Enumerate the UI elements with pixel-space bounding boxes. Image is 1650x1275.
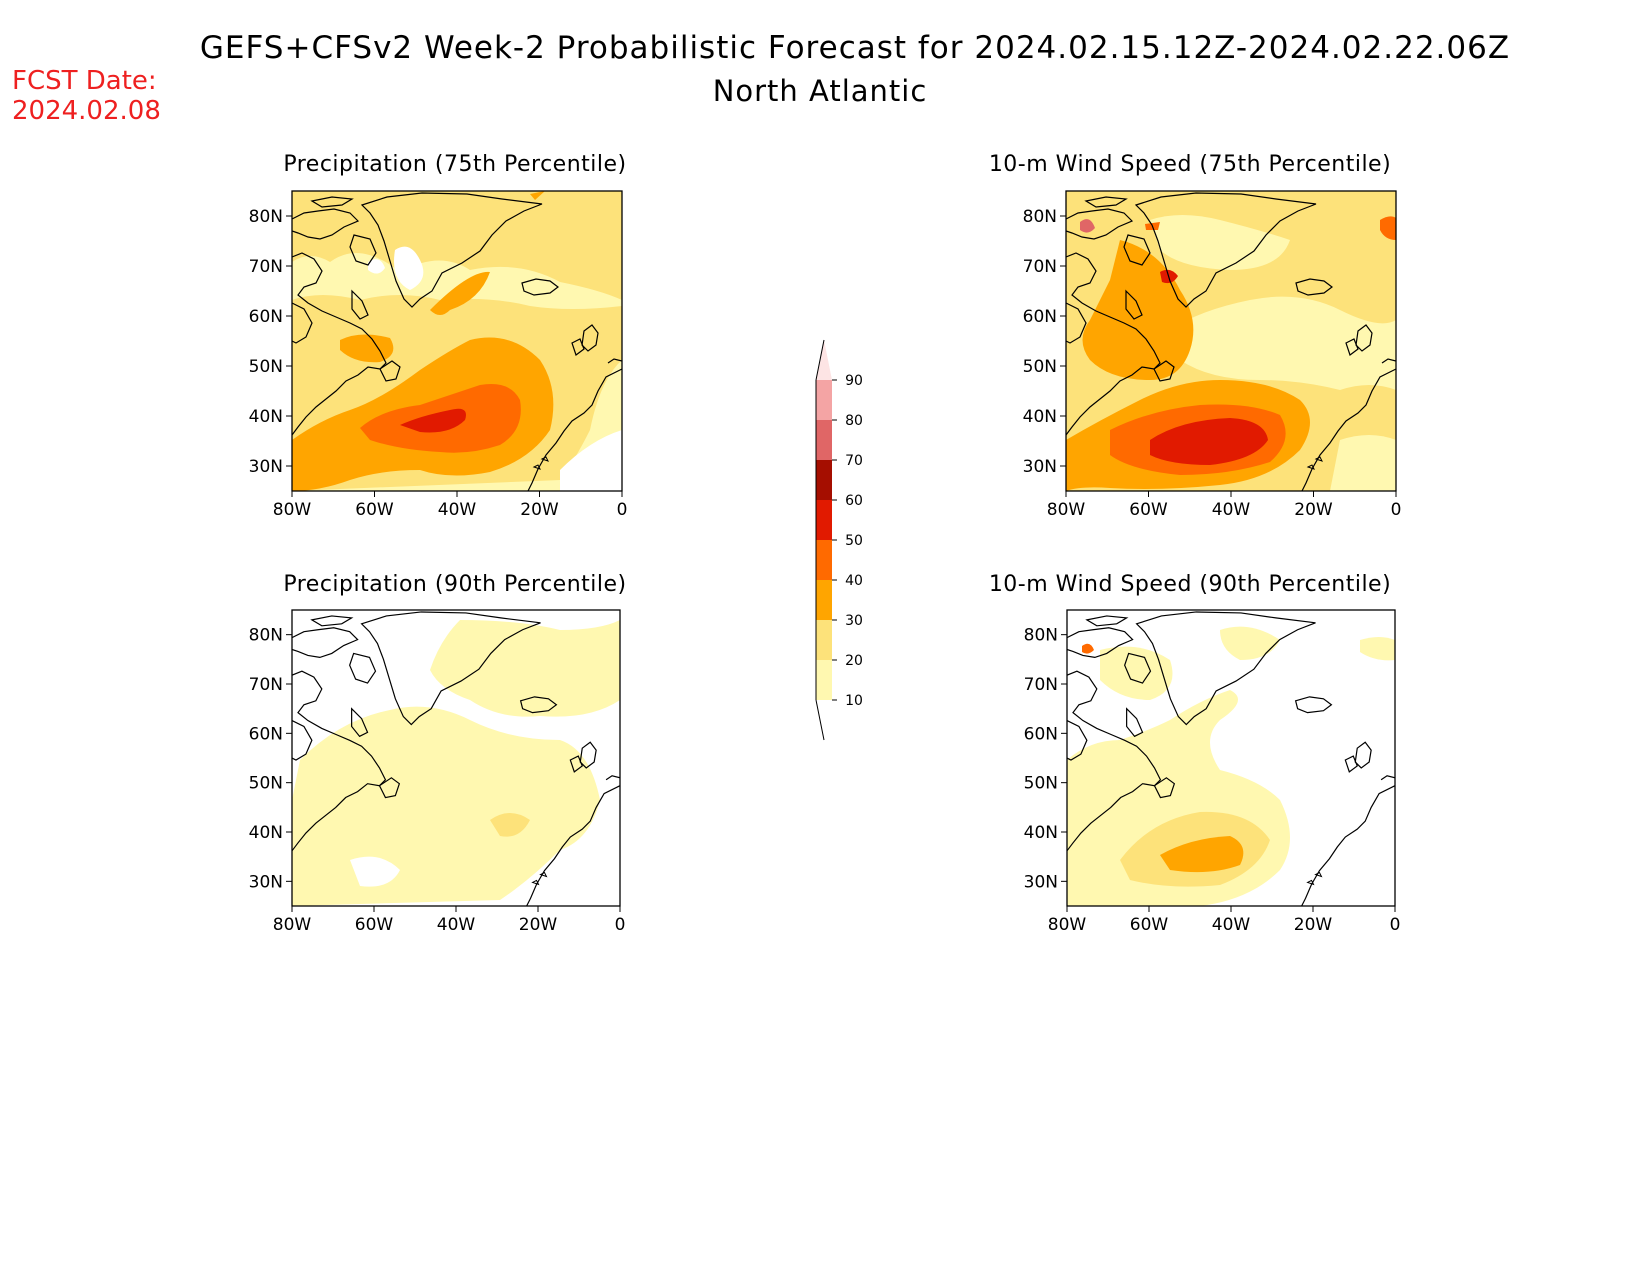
lat-label: 40N	[1023, 407, 1057, 427]
colorbar-swatch	[816, 580, 832, 620]
lon-label: 20W	[1294, 500, 1333, 520]
map-wind-75	[1065, 190, 1397, 492]
colorbar-outline	[815, 339, 825, 741]
lat-label: 70N	[1024, 675, 1058, 695]
lon-label: 60W	[355, 915, 394, 935]
colorbar-label: 60	[845, 493, 863, 509]
lon-label: 60W	[355, 500, 394, 520]
lon-label: 60W	[1130, 915, 1169, 935]
lat-label: 40N	[249, 407, 283, 427]
lat-label: 80N	[1024, 626, 1058, 646]
lat-label: 70N	[249, 257, 283, 277]
lat-label: 50N	[1024, 774, 1058, 794]
lat-label: 40N	[249, 823, 283, 843]
lat-label: 30N	[249, 872, 283, 892]
lat-label: 80N	[1023, 207, 1057, 227]
lat-label: 60N	[249, 307, 283, 327]
lat-label: 30N	[1023, 457, 1057, 477]
lat-label: 60N	[249, 724, 283, 744]
panel-title-precip-90: Precipitation (90th Percentile)	[283, 572, 627, 597]
panel-title-wind-75: 10-m Wind Speed (75th Percentile)	[988, 152, 1392, 177]
lon-label: 40W	[1212, 915, 1251, 935]
lon-label: 80W	[273, 500, 312, 520]
lat-label: 60N	[1024, 724, 1058, 744]
figure-title: GEFS+CFSv2 Week-2 Probabilistic Forecast…	[199, 30, 1511, 66]
lon-label: 20W	[519, 915, 558, 935]
colorbar-label: 80	[845, 413, 863, 429]
colorbar-label: 70	[845, 453, 863, 469]
lat-label: 60N	[1023, 307, 1057, 327]
lat-label: 80N	[249, 626, 283, 646]
lat-label: 70N	[249, 675, 283, 695]
colorbar: 10 20 30 40 50 60 70 80 90	[815, 339, 863, 741]
lon-label: 0	[615, 915, 626, 935]
panel-title-precip-75: Precipitation (75th Percentile)	[283, 152, 627, 177]
colorbar-swatch	[816, 620, 832, 660]
map-precip-90	[291, 609, 621, 907]
lon-label: 80W	[1047, 500, 1086, 520]
fcst-date-value: 2024.02.08	[12, 96, 161, 126]
axes-layer: 80N 70N 60N 50N 40N 30N 80W 60W 40W 20W 0 80N 70N 60N…	[249, 207, 1402, 935]
lat-label: 50N	[249, 774, 283, 794]
colorbar-swatch	[816, 420, 832, 460]
lat-label: 50N	[249, 357, 283, 377]
colorbar-label: 40	[845, 573, 863, 589]
colorbar-label: 30	[845, 613, 863, 629]
lat-label: 40N	[1024, 823, 1058, 843]
lat-label: 70N	[1023, 257, 1057, 277]
lon-label: 40W	[437, 915, 476, 935]
lon-label: 40W	[1212, 500, 1251, 520]
lon-label: 20W	[1294, 915, 1333, 935]
colorbar-label: 10	[845, 693, 863, 709]
lat-label: 50N	[1023, 357, 1057, 377]
region-subtitle: North Atlantic	[712, 74, 928, 108]
lon-label: 0	[1390, 915, 1401, 935]
colorbar-swatch	[816, 660, 832, 700]
panel-title-wind-90: 10-m Wind Speed (90th Percentile)	[988, 572, 1392, 597]
lon-label: 60W	[1129, 500, 1168, 520]
colorbar-cap-top	[816, 340, 832, 380]
colorbar-swatch	[816, 460, 832, 500]
lat-label: 30N	[249, 457, 283, 477]
lat-label: 30N	[1024, 872, 1058, 892]
lon-label: 80W	[1048, 915, 1087, 935]
colorbar-swatch	[816, 380, 832, 420]
fcst-date-label: FCST Date:	[12, 66, 157, 96]
lat-label: 80N	[249, 207, 283, 227]
map-precip-75	[291, 190, 623, 492]
lon-label: 20W	[520, 500, 559, 520]
colorbar-swatch	[816, 500, 832, 540]
map-wind-90	[1066, 609, 1396, 907]
colorbar-label: 20	[845, 653, 863, 669]
colorbar-label: 50	[845, 533, 863, 549]
lon-label: 40W	[438, 500, 477, 520]
lon-label: 0	[1391, 500, 1402, 520]
colorbar-label: 90	[845, 373, 863, 389]
colorbar-swatch	[816, 540, 832, 580]
lon-label: 80W	[273, 915, 312, 935]
lon-label: 0	[617, 500, 628, 520]
